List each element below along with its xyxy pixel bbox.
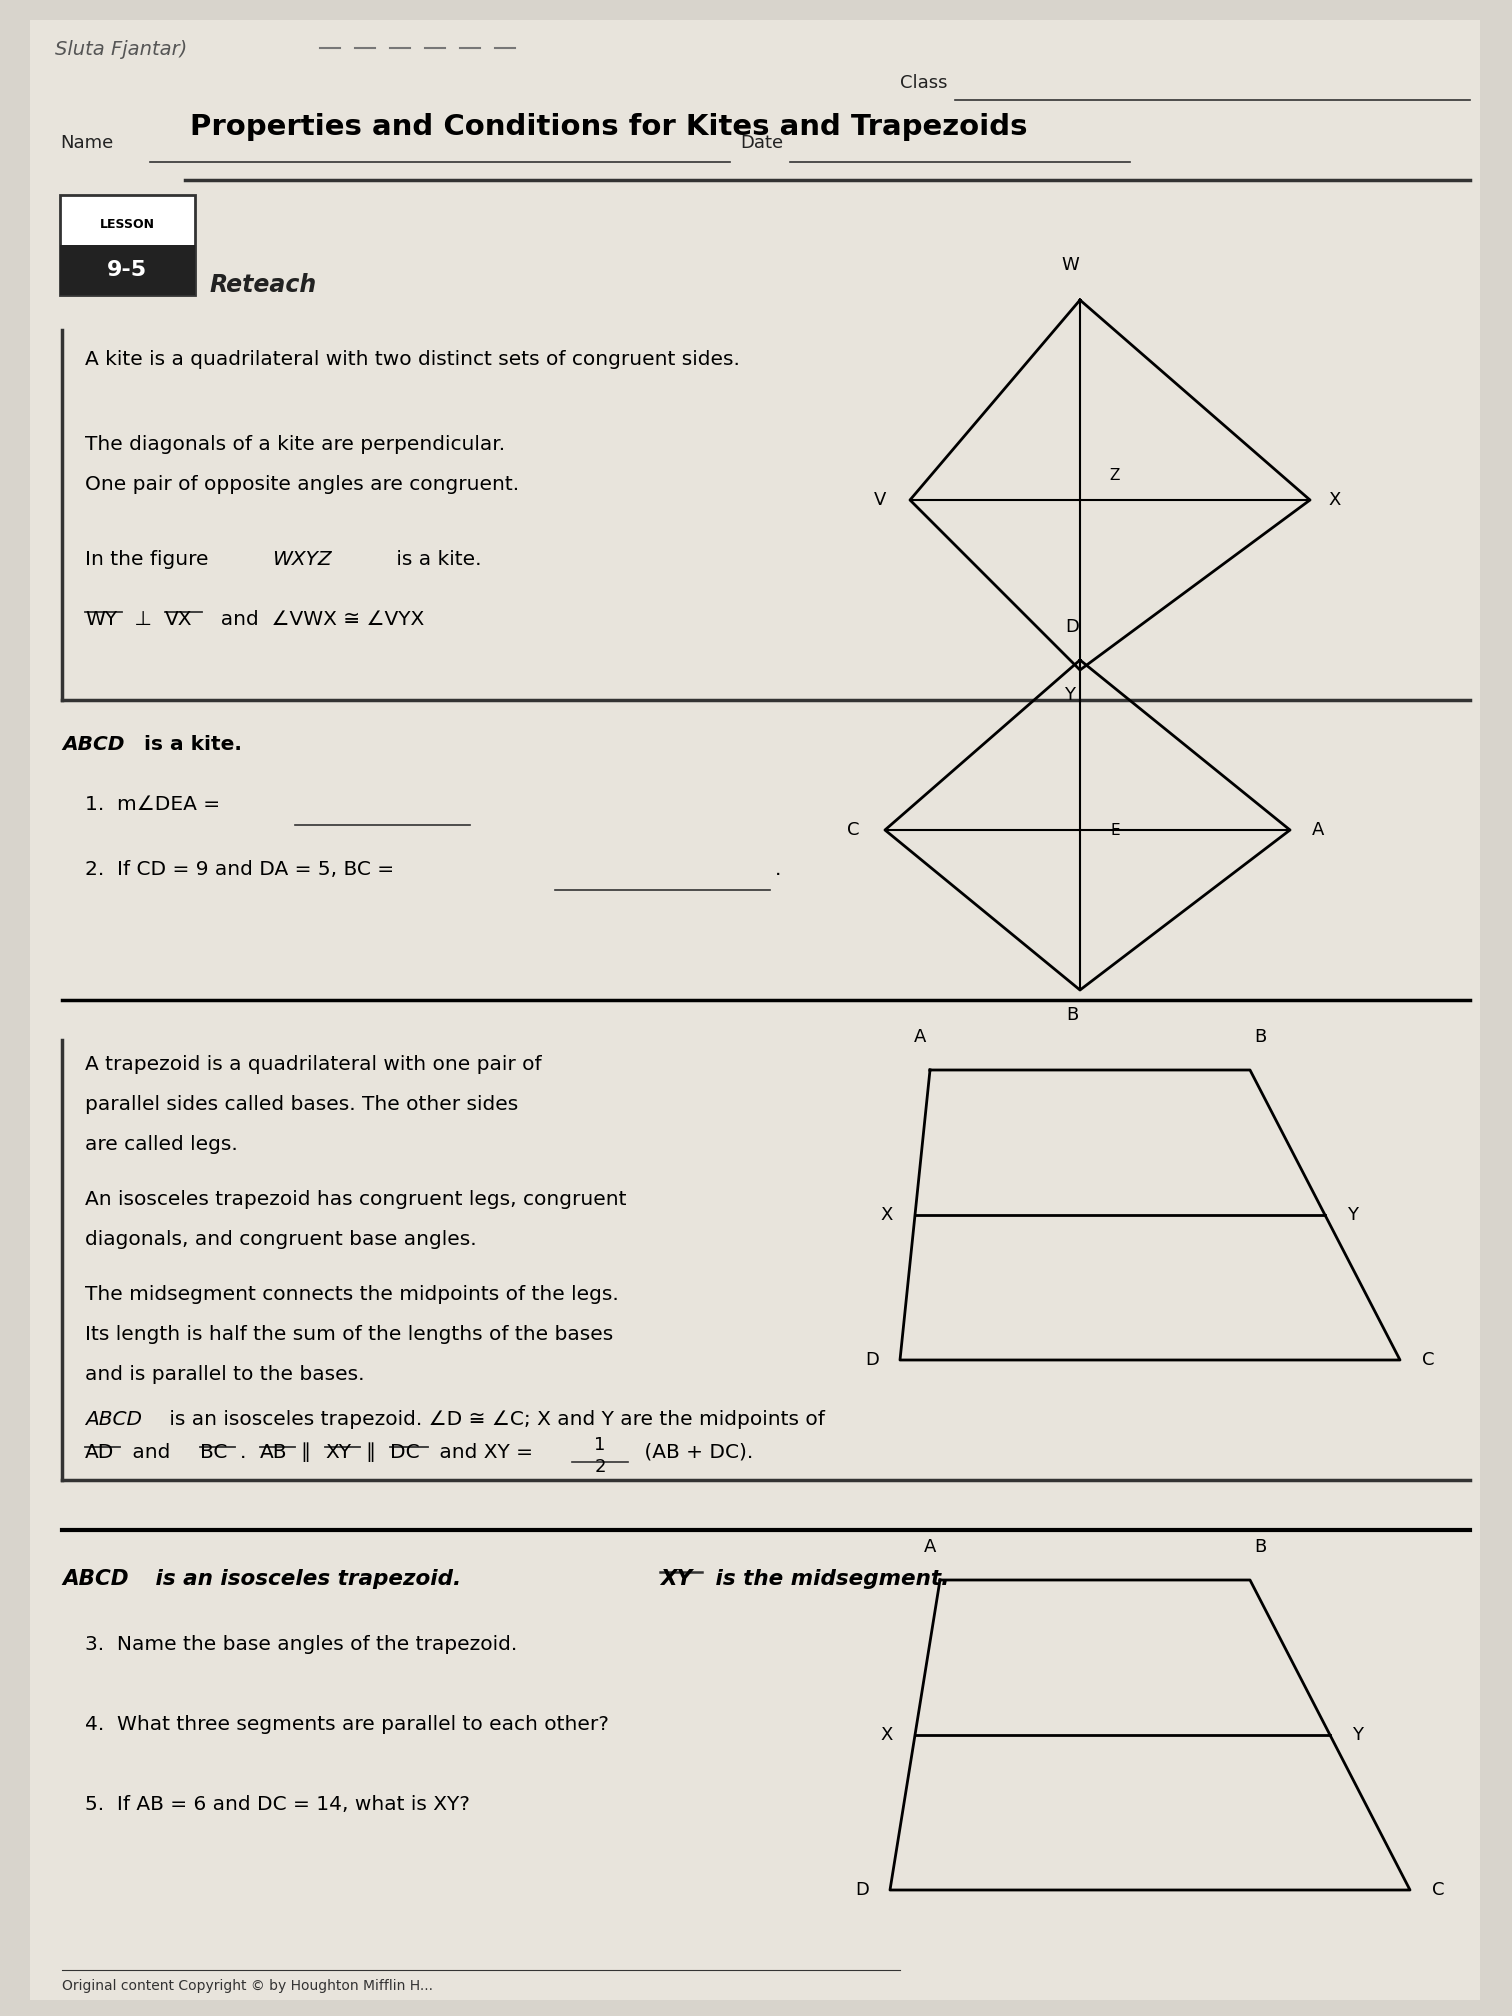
Text: LESSON: LESSON [100,218,154,232]
Text: 3.  Name the base angles of the trapezoid.: 3. Name the base angles of the trapezoid… [85,1635,517,1653]
Text: Y: Y [1347,1206,1358,1224]
Text: ⊥: ⊥ [129,611,159,629]
Text: .: . [776,861,782,879]
Text: Properties and Conditions for Kites and Trapezoids: Properties and Conditions for Kites and … [191,113,1028,141]
Text: is a kite.: is a kite. [390,550,481,569]
Text: X: X [881,1206,894,1224]
Text: A: A [913,1028,927,1046]
Text: are called legs.: are called legs. [85,1135,237,1153]
Text: is the midsegment.: is the midsegment. [708,1568,950,1589]
Text: parallel sides called bases. The other sides: parallel sides called bases. The other s… [85,1095,519,1115]
Text: XY: XY [325,1443,351,1462]
Text: and XY =: and XY = [432,1443,540,1462]
Text: A: A [1312,821,1325,839]
Text: An isosceles trapezoid has congruent legs, congruent: An isosceles trapezoid has congruent leg… [85,1189,626,1210]
Text: A: A [924,1538,936,1556]
Text: C: C [1432,1881,1444,1899]
Text: E: E [1110,823,1120,839]
Text: AB: AB [260,1443,287,1462]
Text: XY: XY [661,1568,692,1589]
Text: ABCD: ABCD [85,1409,142,1429]
Text: B: B [1066,1006,1078,1024]
Text: D: D [1064,619,1080,635]
Text: 5.  If AB = 6 and DC = 14, what is XY?: 5. If AB = 6 and DC = 14, what is XY? [85,1794,470,1814]
Text: 9-5: 9-5 [107,260,147,280]
Text: Date: Date [739,133,783,151]
Text: Reteach: Reteach [210,272,318,296]
Text: ∥: ∥ [364,1441,375,1462]
Text: D: D [865,1351,878,1369]
Text: Class: Class [900,75,948,93]
Text: In the figure: In the figure [85,550,215,569]
Text: The diagonals of a kite are perpendicular.: The diagonals of a kite are perpendicula… [85,435,505,454]
Text: Sluta Fjantar): Sluta Fjantar) [54,40,187,58]
Text: X: X [881,1726,894,1744]
Text: V: V [874,492,886,508]
Text: .: . [240,1443,253,1462]
Text: W: W [1061,256,1080,274]
Text: WXYZ: WXYZ [272,550,331,569]
Text: D: D [856,1881,869,1899]
Text: B: B [1253,1028,1266,1046]
Text: Y: Y [1353,1726,1364,1744]
Text: and is parallel to the bases.: and is parallel to the bases. [85,1365,364,1385]
Text: 2.  If CD = 9 and DA = 5, BC =: 2. If CD = 9 and DA = 5, BC = [85,861,395,879]
Text: 1: 1 [594,1435,606,1454]
Text: 4.  What three segments are parallel to each other?: 4. What three segments are parallel to e… [85,1716,609,1734]
Text: C: C [1421,1351,1435,1369]
Text: X: X [1329,492,1341,508]
Text: (AB + DC).: (AB + DC). [638,1443,753,1462]
Text: One pair of opposite angles are congruent.: One pair of opposite angles are congruen… [85,476,519,494]
Text: ABCD: ABCD [62,736,124,754]
Text: ∥: ∥ [299,1441,310,1462]
Text: Z: Z [1110,468,1120,484]
Text: 1.  m∠DEA =: 1. m∠DEA = [85,794,221,814]
Text: The midsegment connects the midpoints of the legs.: The midsegment connects the midpoints of… [85,1284,618,1304]
Text: A kite is a quadrilateral with two distinct sets of congruent sides.: A kite is a quadrilateral with two disti… [85,351,739,369]
Text: AD: AD [85,1443,115,1462]
Text: B: B [1253,1538,1266,1556]
Text: Y: Y [1064,685,1075,704]
Text: ABCD: ABCD [62,1568,129,1589]
Text: 2: 2 [594,1458,606,1476]
Text: is an isosceles trapezoid. ∠D ≅ ∠C; X and Y are the midpoints of: is an isosceles trapezoid. ∠D ≅ ∠C; X an… [163,1409,826,1429]
Text: DC: DC [390,1443,420,1462]
Text: and  ∠VWX ≅ ∠VYX: and ∠VWX ≅ ∠VYX [209,611,425,629]
Text: Original content Copyright © by Houghton Mifflin H...: Original content Copyright © by Houghton… [62,1980,432,1994]
Text: diagonals, and congruent base angles.: diagonals, and congruent base angles. [85,1230,476,1250]
Text: and: and [125,1443,177,1462]
Text: Name: Name [60,133,113,151]
Bar [60,246,195,294]
Text: is an isosceles trapezoid.: is an isosceles trapezoid. [148,1568,469,1589]
Text: BC: BC [200,1443,227,1462]
Text: WY: WY [85,611,116,629]
Text: C: C [847,821,859,839]
Text: is a kite.: is a kite. [138,736,242,754]
Text: Its length is half the sum of the lengths of the bases: Its length is half the sum of the length… [85,1325,614,1345]
Bar [60,196,195,294]
Text: A trapezoid is a quadrilateral with one pair of: A trapezoid is a quadrilateral with one … [85,1054,541,1075]
Text: VX: VX [165,611,192,629]
